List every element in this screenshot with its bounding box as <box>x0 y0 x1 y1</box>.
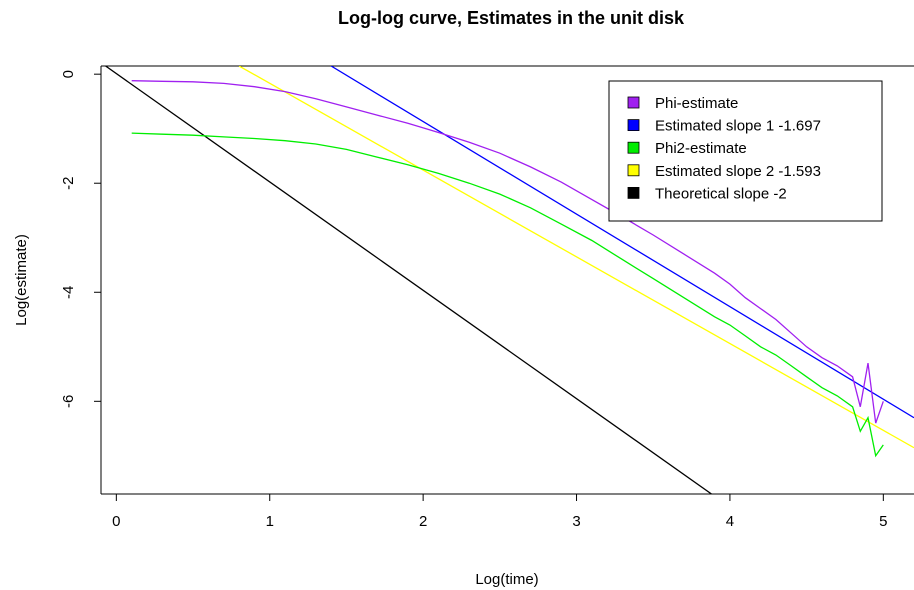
x-tick-label: 2 <box>419 513 427 530</box>
legend-label: Estimated slope 1 -1.697 <box>655 118 821 135</box>
legend-label: Phi2-estimate <box>655 140 747 157</box>
legend-label: Phi-estimate <box>655 95 738 112</box>
y-tick-label: -4 <box>60 286 77 299</box>
legend-swatch <box>627 141 640 154</box>
y-axis-label: Log(estimate) <box>13 234 30 326</box>
series-line-1 <box>330 66 914 419</box>
x-tick-label: 5 <box>879 513 887 530</box>
legend-box <box>608 80 883 222</box>
legend: Phi-estimate Estimated slope 1 -1.697 Phi2… <box>608 80 883 222</box>
series-line-4 <box>105 66 712 494</box>
x-tick-label: 3 <box>572 513 580 530</box>
legend-label: Estimated slope 2 -1.593 <box>655 163 821 180</box>
legend-swatch <box>627 186 640 199</box>
series-line-3 <box>238 66 914 449</box>
legend-swatch <box>627 96 640 109</box>
legend-swatch <box>627 119 640 131</box>
legend-swatch <box>627 164 640 177</box>
x-tick-label: 0 <box>112 513 120 530</box>
y-tick-label: -2 <box>60 177 77 190</box>
chart-title: Log-log curve, Estimates in the unit dis… <box>338 8 685 28</box>
y-tick-label: 0 <box>60 70 77 78</box>
x-axis-label: Log(time) <box>475 571 538 588</box>
series-line-2 <box>131 132 884 458</box>
y-tick-label: -6 <box>60 395 77 408</box>
x-tick-label: 4 <box>726 513 734 530</box>
x-tick-label: 1 <box>266 513 274 530</box>
legend-label: Theoretical slope -2 <box>655 185 787 202</box>
